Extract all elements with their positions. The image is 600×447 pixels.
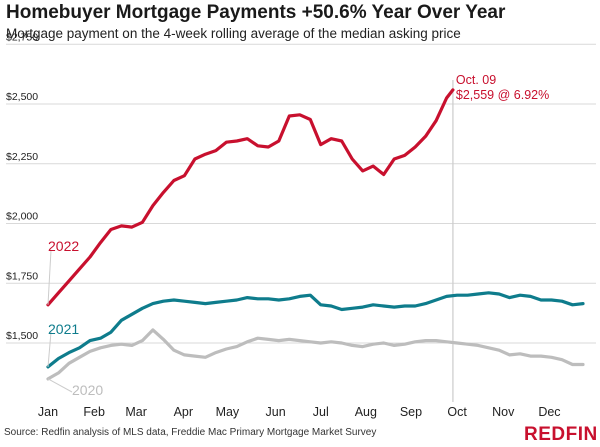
x-tick-label: Mar — [125, 405, 147, 419]
x-tick-label: Jun — [266, 405, 286, 419]
source-note: Source: Redfin analysis of MLS data, Fre… — [4, 427, 377, 438]
x-tick-label: Jan — [38, 405, 58, 419]
chart-subtitle: Mortgage payment on the 4-week rolling a… — [6, 26, 461, 41]
x-tick-label: Aug — [355, 405, 377, 419]
x-tick-label: Dec — [538, 405, 560, 419]
series-label-2021: 2021 — [48, 321, 79, 337]
series-leader-2021 — [47, 331, 52, 367]
y-tick-label: $2,750 — [6, 31, 38, 43]
y-tick-label: $1,500 — [6, 330, 38, 342]
x-tick-label: Oct — [447, 405, 467, 419]
series-label-2022: 2022 — [48, 238, 79, 254]
series-label-2020: 2020 — [72, 382, 103, 398]
series-leader-2022 — [47, 249, 52, 305]
x-tick-label: Sep — [400, 405, 422, 419]
series-line-2021 — [46, 291, 585, 369]
y-tick-label: $2,000 — [6, 211, 38, 223]
y-axis-ticks: $1,500 $1,750 $2,000 $2,250 $2,500 $2,750 — [6, 31, 38, 342]
x-axis-ticks: Jan Feb Mar Apr May Jun Jul Aug Sep Oct Nov Dec — [38, 405, 561, 419]
x-tick-label: Nov — [492, 405, 515, 419]
annotation: Oct. 09$2,559 @ 6.92% — [456, 73, 549, 102]
series-lines — [46, 88, 585, 381]
y-tick-label: $1,750 — [6, 270, 38, 282]
x-tick-label: Apr — [174, 405, 193, 419]
chart-title: Homebuyer Mortgage Payments +50.6% Year … — [6, 2, 506, 23]
y-tick-label: $2,500 — [6, 91, 38, 103]
annotation-value: $2,559 @ 6.92% — [456, 88, 549, 102]
x-tick-label: May — [216, 405, 240, 419]
series-line-2020 — [46, 328, 585, 381]
redfin-logo: REDFIN — [524, 424, 598, 445]
annotation-date: Oct. 09 — [456, 73, 496, 87]
x-tick-label: Feb — [83, 405, 105, 419]
x-tick-label: Jul — [313, 405, 329, 419]
y-tick-label: $2,250 — [6, 151, 38, 163]
grid-lines — [6, 43, 596, 344]
series-labels: 2022 2021 2020 — [47, 238, 103, 398]
series-line-2022 — [46, 88, 455, 307]
series-leader-2020 — [47, 378, 73, 393]
